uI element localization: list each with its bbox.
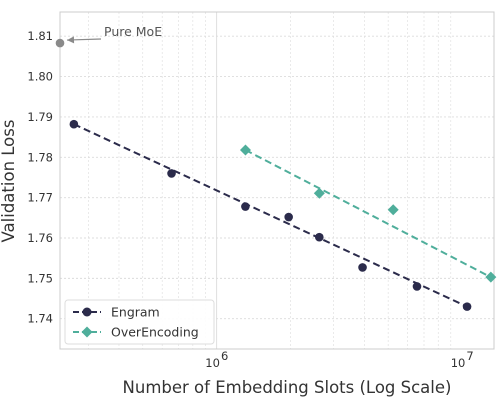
y-tick-label: 1.78	[27, 150, 53, 164]
y-tick-label: 1.76	[27, 231, 53, 245]
y-tick-label: 1.77	[27, 191, 53, 205]
y-tick-label: 1.81	[27, 29, 53, 43]
x-tick-exponent: 6	[221, 349, 228, 363]
engram-data-point	[167, 169, 176, 178]
x-axis-title: Number of Embedding Slots (Log Scale)	[123, 378, 452, 397]
engram-data-point	[241, 202, 250, 211]
x-tick-label: 10	[205, 356, 220, 370]
legend: Engram OverEncoding	[64, 299, 215, 345]
y-tick-label: 1.80	[27, 70, 53, 84]
overencoding-data-point	[485, 271, 497, 283]
pure-moe-arrowhead	[67, 36, 75, 44]
engram-data-point	[284, 212, 293, 222]
x-tick-exponent: 7	[466, 349, 473, 363]
y-tick-label: 1.79	[27, 110, 53, 124]
pure-moe-label: Pure MoE	[104, 24, 162, 39]
engram-trend-line	[73, 123, 468, 308]
y-tick-label: 1.74	[27, 312, 53, 326]
legend-engram-marker	[82, 307, 92, 317]
engram-data-point	[358, 263, 367, 272]
y-axis-title: Validation Loss	[0, 120, 18, 243]
y-tick-label: 1.75	[27, 271, 53, 285]
overencoding-data-point	[239, 144, 251, 156]
overencoding-data-point	[313, 187, 325, 199]
overencoding-data-point	[387, 204, 399, 216]
engram-data-point	[315, 232, 324, 242]
engram-data-point	[69, 119, 79, 129]
grid-lines	[60, 12, 494, 349]
engram-data-point	[412, 282, 422, 291]
legend-box	[64, 299, 215, 345]
annotation: Pure MoE	[66, 24, 162, 44]
x-tick-label: 10	[451, 356, 466, 370]
legend-overencoding-marker	[81, 326, 93, 338]
legend-overencoding-label: OverEncoding	[111, 325, 199, 340]
legend-engram-label: Engram	[111, 305, 160, 320]
pure-moe-data-point	[55, 38, 65, 48]
plot-frame	[59, 11, 495, 350]
data-series	[55, 38, 497, 311]
overencoding-trend-line	[245, 149, 492, 279]
engram-data-point	[462, 302, 472, 311]
